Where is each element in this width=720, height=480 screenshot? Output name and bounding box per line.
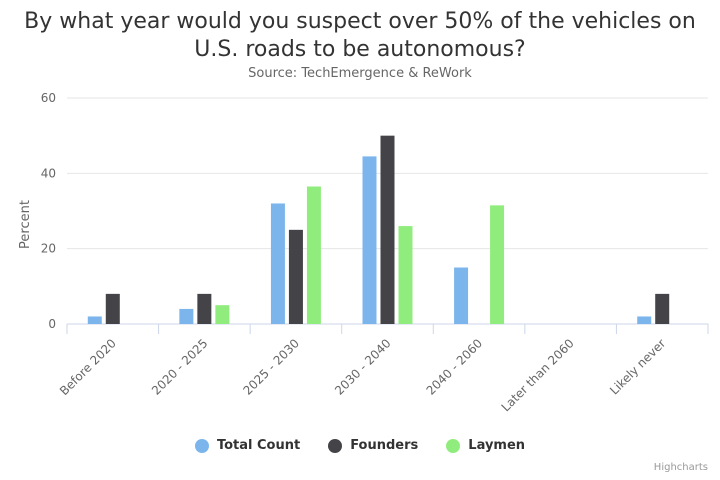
y-tick-label: 40: [41, 166, 56, 180]
bar-laymen: [398, 226, 413, 324]
bar-founders: [197, 293, 212, 324]
bar-total-count: [270, 203, 285, 324]
bar-laymen: [215, 305, 230, 324]
legend-marker-founders: [328, 438, 343, 453]
legend-label-total-count: Total Count: [216, 438, 301, 453]
legend-item-founders[interactable]: Founders: [328, 438, 418, 453]
credits-link[interactable]: Highcharts: [653, 462, 708, 473]
bar-total-count: [362, 156, 377, 324]
chart-title: By what year would you suspect over 50% …: [0, 8, 720, 64]
legend-label-founders: Founders: [350, 438, 419, 453]
bar-founders: [105, 293, 120, 324]
bar-total-count: [637, 316, 652, 324]
legend-marker-total-count: [194, 438, 209, 453]
x-tick-label: Later than 2060: [499, 336, 577, 414]
bar-founders: [380, 135, 395, 324]
bar-laymen: [306, 186, 321, 324]
y-axis-title: Percent: [11, 200, 41, 251]
y-tick-label: 0: [48, 317, 56, 331]
legend-item-laymen[interactable]: Laymen: [446, 438, 525, 453]
legend-item-total-count[interactable]: Total Count: [194, 438, 301, 453]
bar-laymen: [490, 205, 505, 324]
x-tick-label: Likely never: [607, 336, 668, 397]
y-axis-title-text: Percent: [17, 200, 33, 249]
y-tick-label: 60: [41, 91, 56, 105]
x-tick-label: Before 2020: [57, 336, 119, 398]
x-tick-label: 2020 - 2025: [149, 336, 211, 398]
x-tick-label: 2040 - 2060: [424, 336, 486, 398]
bar-total-count: [87, 316, 102, 324]
chart-subtitle: Source: TechEmergence & ReWork: [248, 66, 472, 81]
y-tick-label: 20: [41, 242, 56, 256]
bar-founders: [288, 229, 303, 324]
legend-marker-laymen: [446, 438, 461, 453]
bar-total-count: [179, 308, 194, 324]
legend-label-laymen: Laymen: [468, 438, 526, 453]
chart-title-line-2: U.S. roads to be autonomous?: [194, 37, 526, 62]
chart-plot: 0 20 40 60 Before 2020 2020 - 2025 2025 - 2030…: [41, 91, 709, 414]
bar-founders: [655, 293, 670, 324]
x-tick-label: 2030 - 2040: [332, 336, 394, 398]
bar-total-count: [454, 267, 469, 324]
legend: Total Count Founders Laymen: [0, 438, 720, 453]
chart-title-line-1: By what year would you suspect over 50% …: [24, 9, 696, 34]
x-tick-label: 2025 - 2030: [240, 336, 302, 398]
